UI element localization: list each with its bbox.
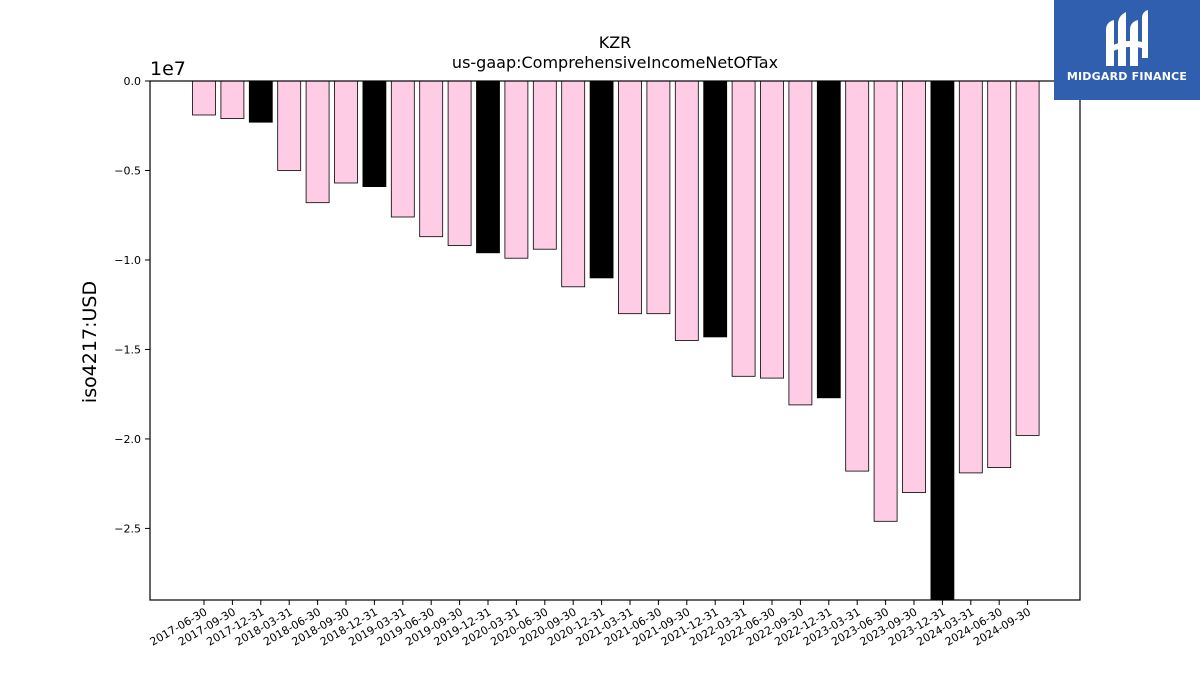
bar-2021-09-30 — [674, 80, 699, 341]
midgard-logo-icon — [1106, 10, 1148, 66]
bar-2022-12-31 — [816, 80, 841, 399]
bar-2020-03-31 — [504, 80, 529, 259]
bar-2021-06-30 — [646, 80, 671, 315]
y-tick-label: −2.0 — [114, 433, 141, 446]
bar-2018-03-31 — [277, 80, 302, 171]
y-tick-label: −0.5 — [114, 164, 141, 177]
bar-2020-06-30 — [532, 80, 557, 250]
bar-2018-09-30 — [334, 80, 358, 184]
bar-2023-06-30 — [873, 80, 898, 522]
bar-2020-12-31 — [589, 80, 614, 279]
plot-frame — [149, 80, 1081, 601]
bar-2017-09-30 — [220, 80, 245, 119]
bar-2018-12-31 — [362, 80, 387, 187]
y-axis-label: iso4217:USD — [79, 281, 101, 403]
chart-title: KZR — [599, 33, 632, 52]
bar-2017-06-30 — [192, 80, 216, 116]
bar-2024-06-30 — [987, 80, 1012, 469]
bar-2022-06-30 — [760, 80, 784, 379]
bar-2018-06-30 — [305, 80, 330, 204]
bar-2022-09-30 — [788, 80, 813, 406]
bar-2023-03-31 — [845, 80, 870, 472]
bar-2023-12-31 — [930, 80, 955, 601]
y-offset-label: 1e7 — [150, 58, 186, 80]
bar-2023-09-30 — [902, 80, 926, 494]
brand-logo: MIDGARD FINANCE — [1054, 0, 1200, 100]
bar-2019-12-31 — [476, 80, 500, 254]
bar-2020-09-30 — [561, 80, 586, 288]
bar-2021-12-31 — [703, 80, 728, 338]
bar-2017-12-31 — [248, 80, 273, 123]
bar-2019-06-30 — [419, 80, 444, 238]
bar-2024-09-30 — [1015, 80, 1040, 436]
bar-2019-09-30 — [447, 80, 472, 247]
x-axis: 2017-06-302017-09-302017-12-312018-03-31… — [148, 600, 1033, 649]
bar-2021-03-31 — [618, 80, 642, 315]
y-tick-label: −1.0 — [114, 254, 141, 267]
y-tick-label: 0.0 — [124, 75, 142, 88]
bars-group — [192, 80, 1040, 601]
bar-2019-03-31 — [390, 80, 415, 218]
brand-name: MIDGARD FINANCE — [1066, 70, 1188, 83]
bar-2022-03-31 — [731, 80, 756, 377]
y-axis: 0.0 −0.5 −1.0 −1.5 −2.0 −2.5 — [114, 75, 150, 535]
bar-2024-03-31 — [958, 80, 983, 474]
y-tick-label: −2.5 — [114, 522, 141, 535]
y-tick-label: −1.5 — [114, 343, 141, 356]
chart-subtitle: us-gaap:ComprehensiveIncomeNetOfTax — [452, 53, 778, 72]
